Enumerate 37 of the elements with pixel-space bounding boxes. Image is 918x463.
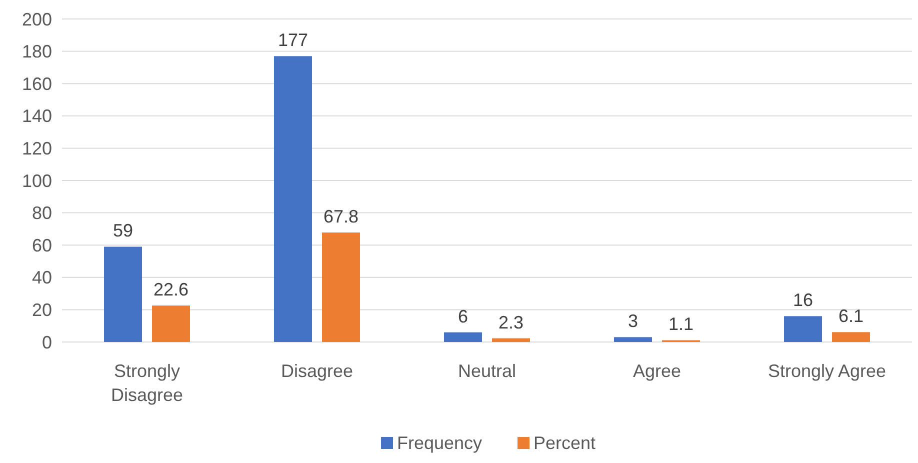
- x-tick-label: Strongly Disagree: [110, 361, 184, 405]
- y-tick-label: 0: [42, 332, 52, 352]
- y-tick-label: 20: [32, 300, 52, 320]
- data-label: 6.1: [838, 306, 864, 326]
- bar: [444, 332, 482, 342]
- bar: [274, 56, 312, 342]
- data-label: 3: [628, 311, 638, 332]
- bar: [614, 337, 652, 342]
- bar: [322, 232, 360, 342]
- data-label: 16: [792, 290, 814, 310]
- x-tick-label: Strongly Agree: [768, 361, 886, 381]
- bar: [784, 316, 822, 342]
- y-tick-label: 180: [22, 42, 52, 62]
- bar: [832, 332, 870, 342]
- bar: [104, 246, 142, 342]
- bar: [492, 338, 530, 342]
- x-tick-label: Disagree: [280, 361, 354, 381]
- y-tick-label: 100: [22, 170, 52, 191]
- y-tick-label: 200: [22, 9, 52, 30]
- data-label: 1.1: [668, 314, 694, 334]
- y-tick-label: 140: [22, 106, 52, 126]
- data-label: 6: [458, 306, 468, 326]
- data-label: 2.3: [498, 312, 524, 332]
- y-tick-label: 40: [32, 268, 52, 288]
- y-tick-label: 160: [22, 74, 52, 94]
- x-tick-label: Neutral: [458, 361, 516, 381]
- x-tick-label: Agree: [632, 361, 682, 381]
- legend-label: Frequency: [397, 433, 482, 453]
- y-tick-label: 60: [32, 235, 52, 256]
- data-label: 59: [112, 220, 134, 241]
- legend-label: Percent: [534, 433, 596, 453]
- y-tick-label: 120: [22, 138, 52, 158]
- y-tick-label: 80: [32, 203, 52, 224]
- data-label: 177: [278, 30, 308, 50]
- bar: [152, 306, 190, 342]
- data-label: 67.8: [323, 206, 359, 227]
- data-label: 22.6: [153, 280, 189, 300]
